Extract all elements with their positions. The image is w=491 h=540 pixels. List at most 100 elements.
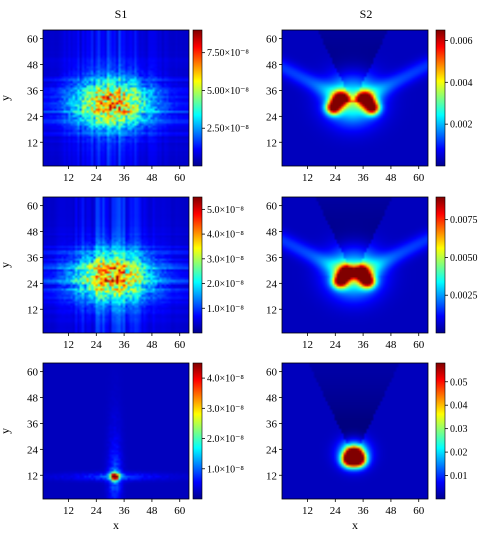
colorbar-tick-label: 7.50×10⁻⁸ <box>207 48 249 59</box>
x-tick-label: 12 <box>302 505 313 517</box>
colorbar-tick-label: 4.0×10⁻⁸ <box>207 374 244 385</box>
y-tick-label: 36 <box>27 85 39 97</box>
y-tick-label: 60 <box>27 34 39 46</box>
plot-frame <box>42 29 190 167</box>
colorbar-tick-label: 0.03 <box>450 424 468 435</box>
panel-s1-row-2: 12 24 36 48 60 12 24 36 48 60 y 1.0×10⁻⁸ 2.0×10⁻⁸ 3.0… <box>0 196 244 351</box>
x-tick-label: 48 <box>146 505 158 517</box>
x-tick-label: 36 <box>119 505 131 517</box>
colorbar-tick-label: 3.0×10⁻⁸ <box>207 254 244 265</box>
colorbar-tick-label: 0.002 <box>450 120 473 131</box>
colorbar-tick-label: 0.0025 <box>450 291 478 302</box>
x-tick-label: 60 <box>174 172 186 184</box>
y-tick-label: 60 <box>266 367 278 379</box>
y-tick-label: 60 <box>266 201 278 213</box>
y-tick-label: 48 <box>27 393 39 405</box>
plot-frame <box>281 196 429 334</box>
colorbar <box>192 196 203 334</box>
colorbar-tick-label: 3.0×10⁻⁸ <box>207 404 244 415</box>
x-tick-label: 24 <box>330 339 342 351</box>
y-tick-label: 48 <box>266 60 278 72</box>
colorbar-tick-label: 0.04 <box>450 401 468 412</box>
y-tick-label: 12 <box>27 137 38 149</box>
x-tick-label: 60 <box>413 172 425 184</box>
colorbar-tick-label: 2.0×10⁻⁸ <box>207 279 244 290</box>
colorbar-tick-label: 5.00×10⁻⁸ <box>207 86 249 97</box>
y-tick-label: 60 <box>27 367 39 379</box>
x-tick-label: 12 <box>63 505 74 517</box>
y-tick-label: 24 <box>266 111 278 123</box>
x-axis-label: x <box>113 518 119 532</box>
plot-frame <box>281 29 429 167</box>
colorbar <box>435 196 446 334</box>
y-tick-label: 48 <box>27 60 39 72</box>
y-tick-label: 12 <box>27 304 38 316</box>
heatmap-image <box>43 363 189 499</box>
colorbar-tick-label: 0.0050 <box>450 253 478 264</box>
colorbar <box>435 362 446 500</box>
y-tick-label: 24 <box>27 444 39 456</box>
x-tick-label: 24 <box>330 172 342 184</box>
y-tick-label: 60 <box>266 34 278 46</box>
y-tick-label: 24 <box>266 444 278 456</box>
x-tick-label: 60 <box>174 339 186 351</box>
plot-frame <box>42 362 190 500</box>
colorbar-tick-label: 0.05 <box>450 377 468 388</box>
y-tick-label: 36 <box>27 252 39 264</box>
heatmap-image <box>282 363 428 499</box>
x-tick-label: 48 <box>146 339 158 351</box>
y-axis-label: y <box>0 428 12 434</box>
x-tick-label: 12 <box>63 172 74 184</box>
x-tick-label: 12 <box>63 339 74 351</box>
plot-frame <box>42 196 190 334</box>
panel-s2-row-2: 12 24 36 48 60 12 24 36 48 60 0.0025 0.0050 0.0075 <box>266 196 478 351</box>
heatmap-image <box>43 30 189 166</box>
colorbar-tick-label: 1.0×10⁻⁸ <box>207 304 244 315</box>
y-tick-label: 24 <box>266 278 278 290</box>
x-tick-label: 36 <box>358 339 370 351</box>
y-tick-label: 12 <box>27 470 38 482</box>
plot-frame <box>281 362 429 500</box>
x-tick-label: 24 <box>330 505 342 517</box>
colorbar-tick-label: 1.0×10⁻⁸ <box>207 464 244 475</box>
column-title-s2: S2 <box>360 7 373 21</box>
x-tick-label: 36 <box>119 339 131 351</box>
x-tick-label: 36 <box>358 172 370 184</box>
x-tick-label: 60 <box>413 339 425 351</box>
colorbar-tick-label: 0.004 <box>450 78 473 89</box>
y-tick-label: 24 <box>27 278 39 290</box>
x-tick-label: 12 <box>302 172 313 184</box>
x-tick-label: 36 <box>119 172 131 184</box>
colorbar-tick-label: 5.0×10⁻⁸ <box>207 205 244 216</box>
x-tick-label: 48 <box>146 172 158 184</box>
colorbar <box>435 29 446 167</box>
colorbar-tick-label: 4.0×10⁻⁸ <box>207 230 244 241</box>
x-tick-label: 48 <box>385 172 397 184</box>
x-tick-label: 48 <box>385 339 397 351</box>
colorbar-tick-label: 0.006 <box>450 36 473 47</box>
colorbar-tick-label: 2.0×10⁻⁸ <box>207 434 244 445</box>
x-tick-label: 24 <box>91 505 103 517</box>
x-axis-label: x <box>352 518 358 532</box>
x-tick-label: 36 <box>358 505 370 517</box>
panel-s2-row-3: 12 24 36 48 60 12 24 36 48 60 x 0.01 0.02 0.03 0.04 0.0… <box>266 362 468 532</box>
colorbar-tick-label: 2.50×10⁻⁸ <box>207 124 249 135</box>
y-tick-label: 36 <box>266 418 278 430</box>
y-tick-label: 48 <box>266 227 278 239</box>
y-tick-label: 36 <box>266 252 278 264</box>
y-tick-label: 60 <box>27 201 39 213</box>
colorbar-tick-label: 0.02 <box>450 448 468 459</box>
panel-s1-row-3: 12 24 36 48 60 12 24 36 48 60 y x 1.0×10⁻⁸ 2.0×10⁻⁸ 3.… <box>0 362 244 532</box>
y-axis-label: y <box>0 95 12 101</box>
x-tick-label: 12 <box>302 339 313 351</box>
colorbar <box>192 362 203 500</box>
panel-s2-row-1: 12 24 36 48 60 12 24 36 48 60 0.002 0.004 0.006 <box>266 29 473 184</box>
panel-s1-row-1: 12 24 36 48 60 12 24 36 48 60 y 2.50×10⁻⁸ 5.00×10⁻⁸ 7… <box>0 29 249 184</box>
y-tick-label: 24 <box>27 111 39 123</box>
x-tick-label: 60 <box>174 505 186 517</box>
y-tick-label: 12 <box>266 304 277 316</box>
column-title-s1: S1 <box>115 7 128 21</box>
y-tick-label: 36 <box>27 418 39 430</box>
y-tick-label: 48 <box>27 227 39 239</box>
